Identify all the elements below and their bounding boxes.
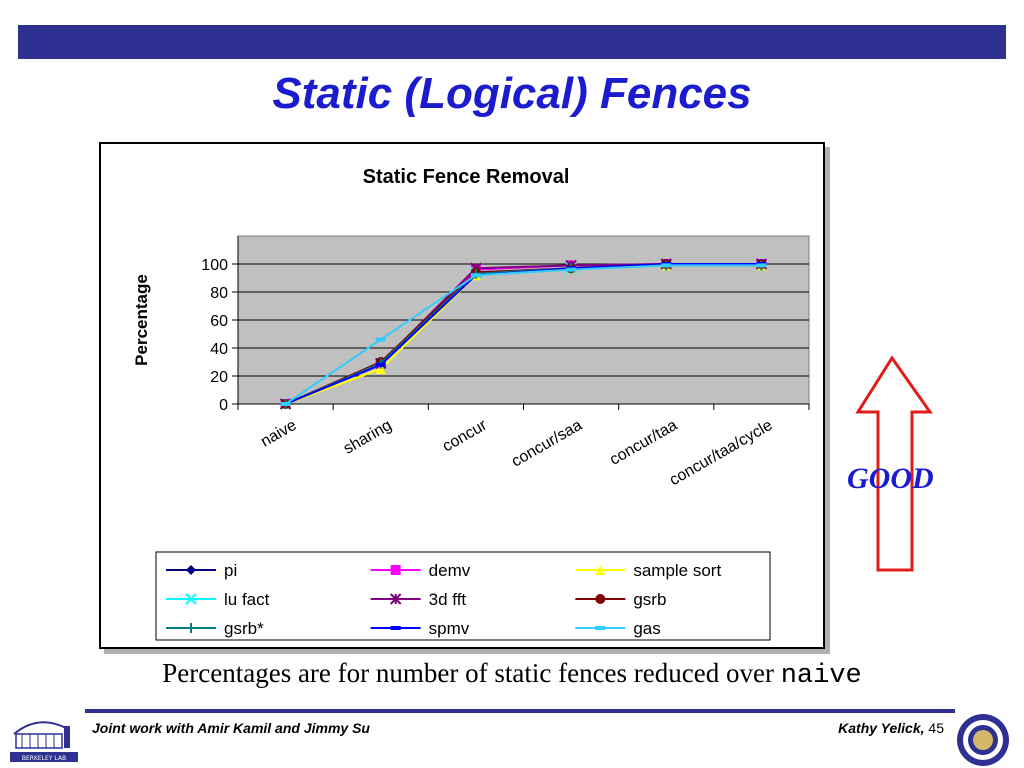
y-tick-label: 40 <box>210 341 228 358</box>
chart-title: Static Fence Removal <box>363 166 570 188</box>
legend-marker-sample-sort <box>595 565 606 575</box>
legend-label-gsrb: gsrb <box>633 590 666 609</box>
caption-code: naive <box>780 661 862 691</box>
y-tick-label: 100 <box>201 257 228 274</box>
legend-label-demv: demv <box>429 561 471 580</box>
legend-label-spmv: spmv <box>429 619 470 638</box>
slide-title: Static (Logical) Fences <box>272 69 752 118</box>
berkeley-lab-logo: BERKELEY LAB <box>10 721 78 762</box>
data-point-gas <box>280 402 291 406</box>
legend-marker-lu-fact <box>185 593 197 605</box>
x-tick-label: concur/saa <box>509 417 585 471</box>
data-point-gas <box>661 263 672 268</box>
legend-marker-spmv <box>390 626 401 630</box>
university-seal-icon <box>957 714 1009 766</box>
legend-marker-3d-fft <box>389 593 402 605</box>
x-tick-label: naive <box>258 417 300 451</box>
data-point-spmv <box>375 362 386 367</box>
data-point-gas <box>566 267 577 272</box>
legend-marker-demv <box>390 565 401 575</box>
header-bar <box>18 25 1006 59</box>
y-tick-label: 60 <box>210 313 228 330</box>
data-point-gas <box>470 273 481 278</box>
footer-credit: Joint work with Amir Kamil and Jimmy Su <box>92 720 370 736</box>
legend-label-pi: pi <box>224 561 237 580</box>
data-point-sample-sort <box>375 364 386 374</box>
y-tick-label: 80 <box>210 285 228 302</box>
legend-box <box>155 551 771 641</box>
legend-marker-pi <box>186 565 196 575</box>
data-point-gas <box>375 337 386 342</box>
page-number: 45 <box>928 720 944 736</box>
legend-label-sample-sort: sample sort <box>633 561 721 580</box>
svg-text:BERKELEY LAB: BERKELEY LAB <box>22 755 66 762</box>
legend-marker-gsrb- <box>186 623 196 633</box>
legend-label-gas: gas <box>633 619 660 638</box>
data-point-gas <box>756 263 767 268</box>
legend-label-gsrb-: gsrb* <box>224 619 264 638</box>
good-label: GOOD <box>847 462 934 495</box>
chart-frame: Static Fence Removal 0 20 40 60 80 100 naive sha… <box>99 142 825 649</box>
footer-divider <box>85 709 955 713</box>
caption-text: Percentages are for number of static fen… <box>162 658 781 688</box>
x-tick-label: concur/taa <box>607 417 680 469</box>
y-tick-label: 0 <box>219 397 228 414</box>
up-arrow-icon <box>855 355 933 572</box>
y-tick-label: 20 <box>210 369 228 386</box>
footer-author: Kathy Yelick, <box>838 720 925 736</box>
series-line-gas <box>285 264 762 405</box>
footer-page-info: Kathy Yelick, 45 <box>838 720 944 736</box>
caption: Percentages are for number of static fen… <box>0 658 1024 691</box>
x-tick-label: concur/taa/cycle <box>667 417 776 490</box>
line-chart: Static Fence Removal 0 20 40 60 80 100 naive sha… <box>132 166 810 641</box>
y-axis-label: Percentage <box>132 274 151 366</box>
legend-marker-gsrb <box>595 594 606 604</box>
legend-label-3d-fft: 3d fft <box>429 590 467 609</box>
legend-marker-gas <box>595 626 606 630</box>
x-tick-label: sharing <box>341 417 395 458</box>
x-tick-label: concur <box>440 416 491 455</box>
legend-label-lu-fact: lu fact <box>224 590 270 609</box>
